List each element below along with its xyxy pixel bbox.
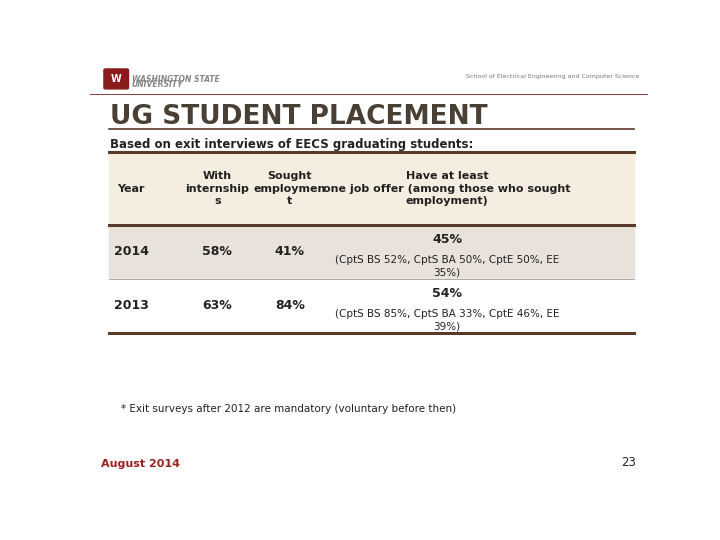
- Bar: [109, 225, 634, 279]
- Text: Year: Year: [117, 184, 145, 193]
- Text: UNIVERSITY: UNIVERSITY: [132, 80, 184, 89]
- Text: August 2014: August 2014: [101, 459, 180, 469]
- Bar: [109, 279, 634, 333]
- Text: (CptS BS 85%, CptS BA 33%, CptE 46%, EE
39%): (CptS BS 85%, CptS BA 33%, CptE 46%, EE …: [335, 309, 559, 332]
- Text: * Exit surveys after 2012 are mandatory (voluntary before then): * Exit surveys after 2012 are mandatory …: [121, 404, 456, 414]
- Text: With
internship
s: With internship s: [185, 171, 249, 206]
- Text: UG STUDENT PLACEMENT: UG STUDENT PLACEMENT: [110, 104, 487, 130]
- Text: WASHINGTON STATE: WASHINGTON STATE: [132, 75, 220, 84]
- Text: 84%: 84%: [275, 300, 305, 313]
- Bar: [109, 152, 634, 225]
- Text: 45%: 45%: [432, 233, 462, 246]
- Text: 63%: 63%: [202, 300, 232, 313]
- Text: Sought
employmen
t: Sought employmen t: [253, 171, 326, 206]
- FancyBboxPatch shape: [104, 69, 128, 89]
- Text: Have at least
one job offer (among those who sought
employment): Have at least one job offer (among those…: [323, 171, 571, 206]
- Text: School of Electrical Engineering and Computer Science: School of Electrical Engineering and Com…: [467, 74, 639, 79]
- Text: 41%: 41%: [275, 245, 305, 259]
- Text: Based on exit interviews of EECS graduating students:: Based on exit interviews of EECS graduat…: [110, 138, 474, 151]
- Text: (CptS BS 52%, CptS BA 50%, CptE 50%, EE
35%): (CptS BS 52%, CptS BA 50%, CptE 50%, EE …: [335, 255, 559, 278]
- Text: 2014: 2014: [114, 245, 149, 259]
- Text: 58%: 58%: [202, 245, 232, 259]
- Text: 23: 23: [621, 456, 636, 469]
- Text: 54%: 54%: [432, 287, 462, 300]
- Text: 2013: 2013: [114, 300, 149, 313]
- Text: W: W: [111, 74, 122, 84]
